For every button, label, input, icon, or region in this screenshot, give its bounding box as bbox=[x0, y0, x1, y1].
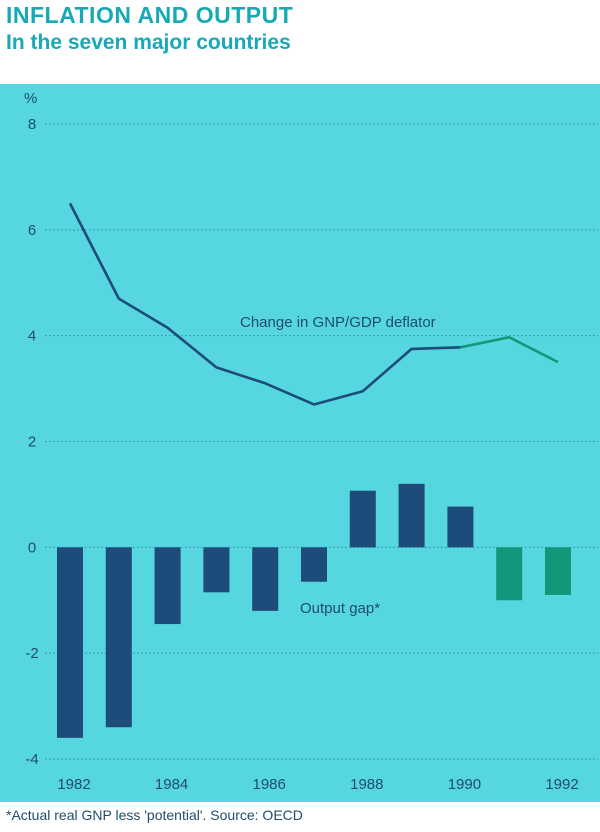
output-gap-bar-1987 bbox=[301, 547, 327, 582]
output-gap-bar-1991 bbox=[496, 547, 523, 601]
output-gap-bar-1982 bbox=[57, 547, 83, 738]
y-axis-unit-label: % bbox=[24, 90, 37, 107]
y-tick-label: -2 bbox=[25, 645, 38, 662]
output-gap-bar-1990 bbox=[447, 506, 474, 548]
y-tick-label: 4 bbox=[28, 328, 36, 345]
x-tick-label: 1988 bbox=[350, 776, 383, 793]
y-tick-label: 2 bbox=[28, 434, 36, 451]
output-gap-bar-1989 bbox=[398, 483, 425, 548]
output-gap-bar-1984 bbox=[154, 547, 181, 625]
y-tick-label: 6 bbox=[28, 222, 36, 239]
deflator-series-label: Change in GNP/GDP deflator bbox=[240, 314, 436, 331]
plot-background bbox=[0, 84, 600, 802]
deflator-line-projection bbox=[460, 335, 559, 364]
deflator-line-actual bbox=[68, 202, 461, 406]
output-gap-bar-1986 bbox=[252, 547, 279, 611]
y-tick-label: -4 bbox=[25, 751, 38, 768]
output-gap-series-label: Output gap* bbox=[300, 600, 380, 617]
x-tick-label: 1990 bbox=[448, 776, 481, 793]
chart-title: INFLATION AND OUTPUT bbox=[6, 2, 294, 28]
footnote: *Actual real GNP less 'potential'. Sourc… bbox=[6, 807, 303, 823]
output-gap-bar-1992 bbox=[545, 547, 571, 595]
x-tick-label: 1992 bbox=[545, 776, 578, 793]
x-tick-label: 1986 bbox=[253, 776, 286, 793]
output-gap-bar-1988 bbox=[349, 490, 376, 548]
y-tick-label: 0 bbox=[28, 539, 36, 556]
y-tick-label: 8 bbox=[28, 116, 36, 133]
x-tick-label: 1982 bbox=[57, 776, 90, 793]
output-gap-bar-1985 bbox=[203, 547, 230, 593]
output-gap-bar-1983 bbox=[105, 547, 132, 728]
chart-subtitle: In the seven major countries bbox=[6, 31, 291, 54]
x-tick-label: 1984 bbox=[155, 776, 188, 793]
